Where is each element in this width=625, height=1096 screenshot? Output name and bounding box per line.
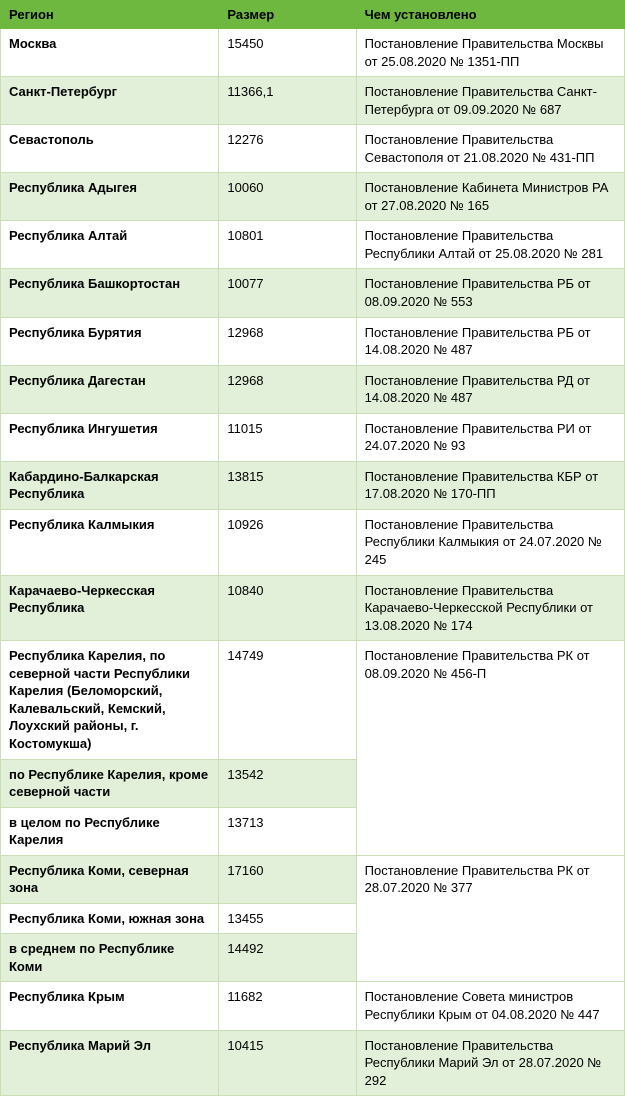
table-row: Республика Калмыкия10926Постановление Пр… xyxy=(1,509,625,575)
table-row: Санкт-Петербург11366,1Постановление Прав… xyxy=(1,77,625,125)
table-row: Республика Алтай10801Постановление Прави… xyxy=(1,221,625,269)
cell-region: Республика Ингушетия xyxy=(1,413,219,461)
cell-region: Республика Крым xyxy=(1,982,219,1030)
table-row: Москва15450Постановление Правительства М… xyxy=(1,29,625,77)
table-row: Республика Дагестан12968Постановление Пр… xyxy=(1,365,625,413)
table-row: Республика Крым11682Постановление Совета… xyxy=(1,982,625,1030)
cell-doc: Постановление Правительства РИ от 24.07.… xyxy=(356,413,624,461)
cell-doc: Постановление Правительства РК от 28.07.… xyxy=(356,855,624,982)
table-row: Республика Карелия, по северной части Ре… xyxy=(1,641,625,759)
cell-region: Республика Адыгея xyxy=(1,173,219,221)
cell-size: 11015 xyxy=(219,413,356,461)
regions-table: Регион Размер Чем установлено Москва1545… xyxy=(0,0,625,1096)
cell-region: Москва xyxy=(1,29,219,77)
cell-size: 13815 xyxy=(219,461,356,509)
table-row: Республика Коми, северная зона17160Поста… xyxy=(1,855,625,903)
header-row: Регион Размер Чем установлено xyxy=(1,1,625,29)
table-row: Республика Адыгея10060Постановление Каби… xyxy=(1,173,625,221)
cell-doc: Постановление Правительства Республики А… xyxy=(356,221,624,269)
cell-size: 10926 xyxy=(219,509,356,575)
cell-size: 12968 xyxy=(219,317,356,365)
cell-size: 10840 xyxy=(219,575,356,641)
cell-doc: Постановление Правительства РК от 08.09.… xyxy=(356,641,624,855)
cell-doc: Постановление Совета министров Республик… xyxy=(356,982,624,1030)
cell-region: Республика Башкортостан xyxy=(1,269,219,317)
table-row: Кабардино-Балкарская Республика13815Пост… xyxy=(1,461,625,509)
table-row: Севастополь12276Постановление Правительс… xyxy=(1,125,625,173)
cell-region: Республика Калмыкия xyxy=(1,509,219,575)
cell-region: Кабардино-Балкарская Республика xyxy=(1,461,219,509)
cell-region: Карачаево-Черкесская Республика xyxy=(1,575,219,641)
cell-doc: Постановление Правительства РД от 14.08.… xyxy=(356,365,624,413)
cell-region: Республика Алтай xyxy=(1,221,219,269)
cell-size: 10060 xyxy=(219,173,356,221)
cell-doc: Постановление Правительства Севастополя … xyxy=(356,125,624,173)
cell-doc: Постановление Правительства Республики М… xyxy=(356,1030,624,1096)
cell-region: Республика Бурятия xyxy=(1,317,219,365)
cell-size: 10801 xyxy=(219,221,356,269)
cell-region: в среднем по Республике Коми xyxy=(1,934,219,982)
table-row: Республика Башкортостан10077Постановлени… xyxy=(1,269,625,317)
cell-size: 10415 xyxy=(219,1030,356,1096)
cell-size: 11366,1 xyxy=(219,77,356,125)
cell-doc: Постановление Правительства Москвы от 25… xyxy=(356,29,624,77)
cell-region: Республика Коми, северная зона xyxy=(1,855,219,903)
cell-size: 14749 xyxy=(219,641,356,759)
cell-size: 11682 xyxy=(219,982,356,1030)
cell-size: 15450 xyxy=(219,29,356,77)
col-header-size: Размер xyxy=(219,1,356,29)
cell-size: 10077 xyxy=(219,269,356,317)
cell-doc: Постановление Кабинета Министров РА от 2… xyxy=(356,173,624,221)
table-row: Республика Бурятия12968Постановление Пра… xyxy=(1,317,625,365)
cell-region: Республика Коми, южная зона xyxy=(1,903,219,934)
table-row: Республика Ингушетия11015Постановление П… xyxy=(1,413,625,461)
cell-size: 14492 xyxy=(219,934,356,982)
cell-size: 12276 xyxy=(219,125,356,173)
cell-size: 12968 xyxy=(219,365,356,413)
col-header-doc: Чем установлено xyxy=(356,1,624,29)
table-row: Республика Марий Эл10415Постановление Пр… xyxy=(1,1030,625,1096)
cell-doc: Постановление Правительства КБР от 17.08… xyxy=(356,461,624,509)
table-row: Карачаево-Черкесская Республика10840Пост… xyxy=(1,575,625,641)
cell-size: 13542 xyxy=(219,759,356,807)
cell-region: Республика Дагестан xyxy=(1,365,219,413)
cell-doc: Постановление Правительства Санкт-Петерб… xyxy=(356,77,624,125)
cell-region: по Республике Карелия, кроме северной ча… xyxy=(1,759,219,807)
cell-size: 17160 xyxy=(219,855,356,903)
cell-region: Республика Карелия, по северной части Ре… xyxy=(1,641,219,759)
cell-region: Санкт-Петербург xyxy=(1,77,219,125)
col-header-region: Регион xyxy=(1,1,219,29)
cell-doc: Постановление Правительства РБ от 08.09.… xyxy=(356,269,624,317)
cell-doc: Постановление Правительства РБ от 14.08.… xyxy=(356,317,624,365)
cell-region: в целом по Республике Карелия xyxy=(1,807,219,855)
cell-region: Республика Марий Эл xyxy=(1,1030,219,1096)
cell-size: 13713 xyxy=(219,807,356,855)
cell-doc: Постановление Правительства Карачаево-Че… xyxy=(356,575,624,641)
cell-region: Севастополь xyxy=(1,125,219,173)
cell-doc: Постановление Правительства Республики К… xyxy=(356,509,624,575)
cell-size: 13455 xyxy=(219,903,356,934)
